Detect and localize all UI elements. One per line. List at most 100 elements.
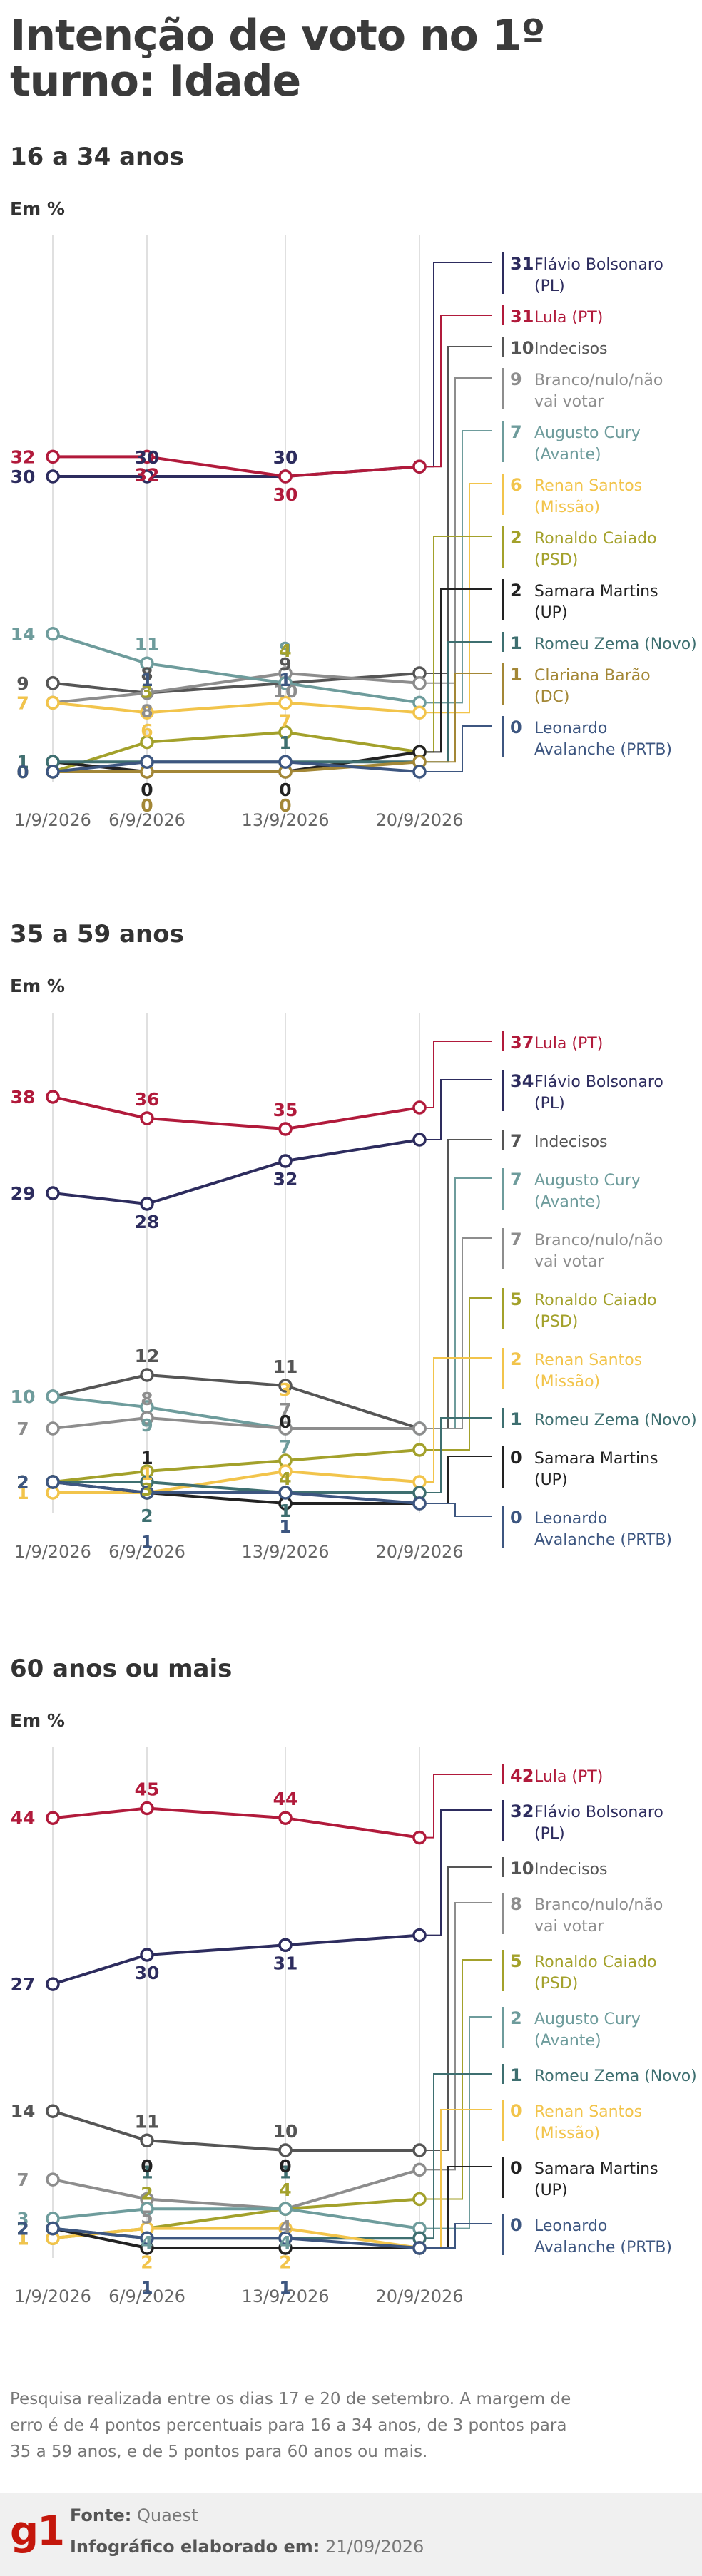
- data-label-indecisos: 8: [141, 664, 153, 685]
- legend-label: Augusto Cury (Avante): [534, 1172, 641, 1211]
- legend-connector: [419, 1809, 492, 1936]
- series-line-lula: [53, 455, 420, 478]
- data-label-renan: 2: [279, 2252, 291, 2273]
- data-label-renan: 6: [141, 720, 153, 741]
- data-label-cury: 10: [11, 1386, 36, 1407]
- legend-value: 5: [510, 1289, 522, 1309]
- series-line-renan: [52, 701, 420, 715]
- data-point-lula: [140, 449, 154, 464]
- legend-label: Branco/nulo/não vai votar: [534, 1232, 663, 1271]
- data-label-cury: 9: [141, 1415, 153, 1436]
- series-line-flavio: [52, 1138, 420, 1205]
- series-line-lula: [52, 1095, 420, 1130]
- data-label-cury: 7: [279, 1436, 291, 1457]
- legend-value: 0: [510, 1448, 522, 1468]
- data-point-branco: [412, 2162, 427, 2177]
- data-point-flavio: [412, 1133, 427, 1147]
- series-line-flavio: [52, 1933, 420, 1986]
- legend-label: Branco/nulo/não vai votar: [534, 372, 663, 411]
- series-line-indecisos: [52, 1374, 420, 1430]
- data-point-flavio: [278, 1938, 292, 1953]
- legend-value: 1: [510, 2065, 522, 2085]
- data-point-caiado: [278, 725, 292, 740]
- legend-value: 31: [510, 254, 534, 274]
- data-point-caiado: [412, 1443, 427, 1457]
- data-point-avalanche: [46, 1475, 60, 1489]
- data-label-indecisos: 10: [273, 2121, 298, 2142]
- legend-value: 0: [510, 2158, 522, 2178]
- data-label-indecisos: 10: [11, 1386, 36, 1407]
- data-point-avalanche: [46, 765, 60, 779]
- legend-value: 32: [510, 1801, 534, 1821]
- data-point-branco: [46, 2172, 60, 2187]
- data-point-branco: [278, 1421, 292, 1436]
- x-tick-label: 13/9/2026: [241, 2286, 329, 2306]
- legend-value: 37: [510, 1033, 534, 1053]
- legend-value: 34: [510, 1071, 534, 1091]
- data-point-indecisos: [140, 2133, 154, 2148]
- legend-value: 7: [510, 1170, 522, 1190]
- legend-label: Renan Santos (Missão): [534, 1351, 642, 1391]
- data-point-flavio: [140, 1948, 154, 1962]
- data-point-lula: [140, 1111, 154, 1125]
- legend-value: 1: [510, 665, 522, 685]
- data-point-cury: [46, 627, 60, 641]
- x-tick-label: 20/9/2026: [375, 810, 463, 830]
- legend-label: Ronaldo Caiado (PSD): [534, 1953, 657, 1993]
- series-line-cury: [52, 632, 420, 705]
- data-label-zema: 1: [279, 732, 291, 753]
- data-point-caiado: [140, 735, 154, 750]
- data-point-avalanche: [140, 2231, 154, 2246]
- data-point-lula: [278, 1811, 292, 1825]
- data-label-samara: 0: [279, 1411, 291, 1432]
- data-point-cury: [140, 656, 154, 670]
- data-point-avalanche: [278, 755, 292, 769]
- footer-made: Infográfico elaborado em: 21/09/2026: [70, 2537, 424, 2557]
- data-point-lula: [46, 1811, 60, 1825]
- data-label-caiado: 4: [279, 1468, 291, 1489]
- data-label-samara: 0: [141, 780, 153, 800]
- series-line-lula: [52, 1806, 420, 1839]
- data-label-avalanche: 1: [279, 670, 291, 690]
- series-line-branco: [52, 1416, 419, 1430]
- legend-label: Indecisos: [534, 1133, 608, 1151]
- data-point-lula: [46, 1090, 60, 1104]
- data-label-avalanche: 1: [141, 2277, 153, 2298]
- data-label-indecisos: 11: [273, 1356, 298, 1377]
- legend-label: Leonardo Avalanche (PRTB): [534, 2217, 672, 2256]
- data-label-cury: 3: [16, 2209, 29, 2229]
- data-point-avalanche: [140, 1486, 154, 1500]
- data-label-branco: 7: [16, 2169, 29, 2190]
- legend-connector: [419, 1297, 492, 1451]
- legend-value: 10: [510, 338, 534, 358]
- data-label-indecisos: 14: [11, 2101, 36, 2122]
- legend-value: 6: [510, 475, 522, 495]
- legend-label: Ronaldo Caiado (PSD): [534, 530, 657, 569]
- series-line-avalanche: [52, 1481, 420, 1505]
- data-label-zema: 2: [16, 1472, 29, 1493]
- x-tick-label: 1/9/2026: [14, 810, 91, 830]
- data-point-lula: [412, 459, 427, 474]
- data-label-avalanche: 0: [16, 762, 29, 782]
- legend-label: Augusto Cury (Avante): [534, 424, 641, 464]
- chart-3-title: 60 anos ou mais: [10, 1655, 233, 1683]
- data-point-cury: [46, 1389, 60, 1404]
- data-label-flavio: 29: [11, 1183, 36, 1204]
- chart-2-title: 35 a 59 anos: [10, 920, 184, 949]
- legend-connector: [419, 1041, 492, 1108]
- data-label-zema: 1: [141, 670, 153, 690]
- data-label-samara: 1: [16, 752, 29, 772]
- data-point-renan: [412, 705, 427, 720]
- series-line-samara: [52, 2227, 419, 2249]
- x-tick-label: 1/9/2026: [14, 1542, 91, 1562]
- data-label-zema: 1: [141, 2162, 153, 2182]
- legend-value: 2: [510, 1349, 522, 1369]
- data-label-samara: 0: [279, 780, 291, 800]
- data-label-clariana: 0: [16, 762, 29, 782]
- legend-label: Renan Santos (Missão): [534, 2103, 642, 2142]
- series-line-zema: [53, 1481, 419, 1494]
- data-point-indecisos: [412, 2143, 427, 2157]
- legend-label: Romeu Zema (Novo): [534, 1411, 697, 1429]
- data-label-renan: 1: [141, 1463, 153, 1484]
